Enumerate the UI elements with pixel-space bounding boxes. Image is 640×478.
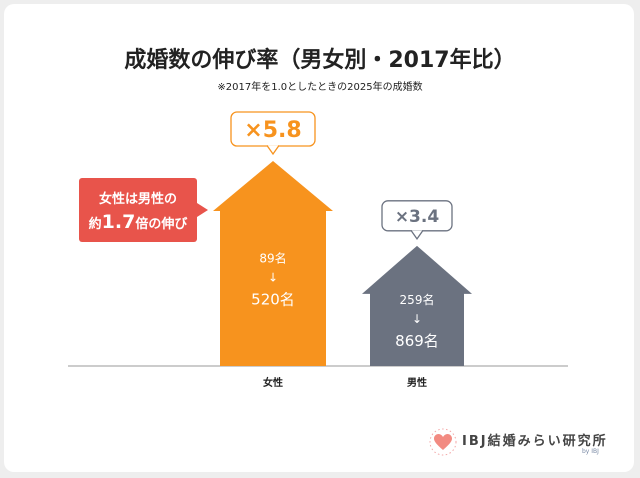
to-count-1: 869名 xyxy=(395,332,439,350)
callout-line2: 約1.7倍の伸び xyxy=(79,211,197,233)
callout-ratio: 1.7 xyxy=(101,211,136,233)
from-count-1: 259名 xyxy=(400,292,435,307)
comparison-callout: 女性は男性の 約1.7倍の伸び xyxy=(79,178,208,242)
chart-title: 成婚数の伸び率（男女別・2017年比） xyxy=(124,48,516,73)
chart-subtitle: ※2017年を1.0としたときの2025年の成婚数 xyxy=(217,82,423,93)
to-count-0: 520名 xyxy=(251,291,295,309)
callout-suffix: 倍の伸び xyxy=(135,217,188,232)
bar-1 xyxy=(362,245,472,366)
heart-icon xyxy=(429,428,457,456)
bar-0 xyxy=(213,161,333,366)
multiplier-label-0: ×5.8 xyxy=(244,118,301,143)
multiplier-pointer-1 xyxy=(410,229,424,240)
callout-line1: 女性は男性の xyxy=(98,192,177,207)
multiplier-pointer-0 xyxy=(266,145,280,156)
count-arrow-1: ↓ xyxy=(412,312,422,326)
logo-text: IBJ結婚みらい研究所 xyxy=(462,434,608,449)
from-count-0: 89名 xyxy=(259,251,286,266)
logo-byline: by IBJ xyxy=(582,448,599,455)
ibj-logo: IBJ結婚みらい研究所 by IBJ xyxy=(427,426,617,460)
count-arrow-0: ↓ xyxy=(268,271,278,285)
category-label-1: 男性 xyxy=(407,376,427,389)
multiplier-label-1: ×3.4 xyxy=(395,207,440,227)
category-label-0: 女性 xyxy=(263,376,283,389)
callout-prefix: 約 xyxy=(88,217,102,232)
